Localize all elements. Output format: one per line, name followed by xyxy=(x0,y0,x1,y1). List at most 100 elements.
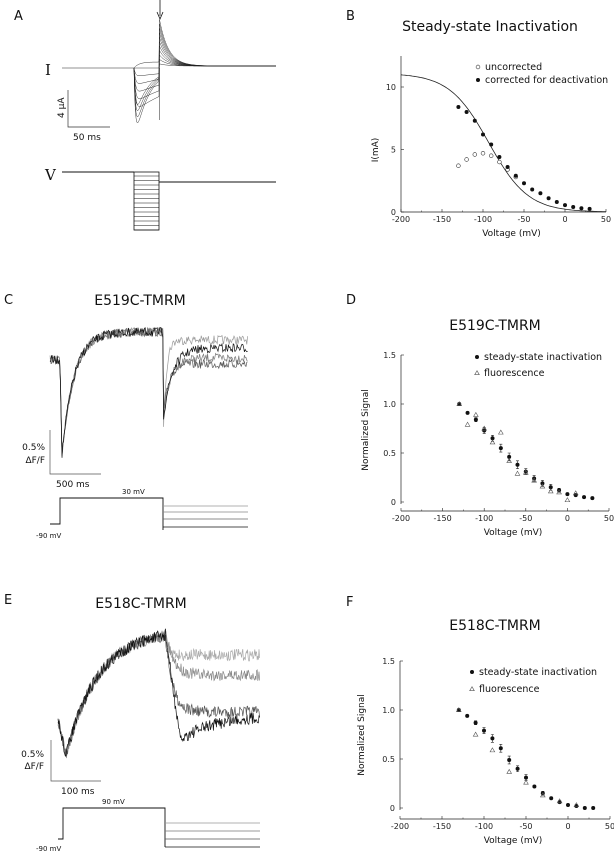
data-point xyxy=(564,497,571,503)
data-point xyxy=(482,728,486,733)
data-point xyxy=(490,436,495,441)
data-point xyxy=(556,798,563,804)
legend-label: corrected for deactivation xyxy=(485,75,608,86)
legend-marker xyxy=(475,355,479,359)
current-trace xyxy=(133,63,276,124)
data-point xyxy=(505,165,510,169)
data-point xyxy=(473,411,479,417)
data-point xyxy=(582,806,587,810)
data-point xyxy=(464,157,469,162)
x-tick-label: -150 xyxy=(433,215,451,224)
current-label: I xyxy=(45,61,51,79)
data-point xyxy=(539,792,546,798)
scale-bar xyxy=(67,90,110,128)
chart-title: E519C-TMRM xyxy=(449,318,541,334)
data-point xyxy=(556,489,562,495)
legend-marker xyxy=(470,670,474,674)
hold-voltage-label: -90 mV xyxy=(36,532,61,540)
data-point xyxy=(515,462,520,467)
x-tick-label: -200 xyxy=(391,822,409,831)
data-point xyxy=(465,713,470,718)
data-point xyxy=(456,163,461,168)
x-axis-label: Voltage (mV) xyxy=(484,836,543,846)
data-point xyxy=(540,481,545,486)
scale-x-label: 50 ms xyxy=(73,133,101,143)
panel-label-b: B xyxy=(346,9,355,24)
x-tick-label: -100 xyxy=(475,822,493,831)
legend-marker xyxy=(475,64,481,70)
panel-a: A I V 4 μA 50 ms xyxy=(14,0,276,231)
step-voltage-label: 90 mV xyxy=(102,798,125,806)
data-point xyxy=(489,747,496,753)
current-traces xyxy=(62,19,276,124)
data-point xyxy=(489,439,496,445)
current-trace xyxy=(134,23,276,69)
data-point xyxy=(455,707,462,712)
data-point xyxy=(464,110,469,114)
data-point xyxy=(522,469,529,475)
data-point xyxy=(563,203,567,208)
y-tick-label: 0 xyxy=(391,208,396,217)
data-point xyxy=(573,802,580,808)
arrow-head-icon xyxy=(156,11,164,21)
voltage-step xyxy=(50,497,164,530)
legend-label: fluorescence xyxy=(479,684,540,695)
holding-potential-line xyxy=(62,171,276,183)
data-point xyxy=(498,746,503,751)
voltage-step xyxy=(58,807,166,847)
data-point xyxy=(472,118,477,123)
fluorescence-trace xyxy=(49,326,248,455)
y-tick-label: 1.5 xyxy=(383,351,396,360)
data-point xyxy=(523,779,529,785)
panel-f: F E518C-TMRM -200 -150 -100 -50 0 50 0 0.5 1.0 1.… xyxy=(346,595,614,846)
panel-label-d: D xyxy=(346,293,356,308)
data-point xyxy=(489,153,494,158)
chart-title: Steady-state Inactivation xyxy=(402,19,578,35)
voltage-protocol xyxy=(58,807,260,848)
step-voltage-label: 30 mV xyxy=(122,488,145,496)
y-tick-label: 0 xyxy=(390,804,395,813)
voltage-protocol xyxy=(62,171,276,231)
current-trace xyxy=(133,46,276,107)
data-point xyxy=(473,720,478,725)
x-tick-label: -200 xyxy=(392,514,410,523)
x-axis-label: Voltage (mV) xyxy=(484,528,543,538)
scale-y-label-1: 0.5% xyxy=(22,443,45,453)
fluorescence-trace xyxy=(49,326,248,456)
data-point xyxy=(489,142,494,147)
current-trace xyxy=(133,41,276,100)
data-point xyxy=(506,768,513,774)
data-point xyxy=(582,495,587,500)
legend-label: fluorescence xyxy=(484,368,545,379)
current-trace xyxy=(133,28,276,76)
x-tick-label: -150 xyxy=(433,822,451,831)
data-point xyxy=(587,206,592,211)
data-point xyxy=(456,105,461,109)
panel-title: E519C-TMRM xyxy=(94,293,186,309)
fluorescence-traces xyxy=(49,326,248,458)
scale-y-label-2: ΔF/F xyxy=(24,762,44,772)
data-point xyxy=(566,803,570,808)
data-point xyxy=(571,205,576,209)
panel-label-f: F xyxy=(346,595,353,610)
y-tick-label: 1.0 xyxy=(382,706,395,715)
data-point xyxy=(549,796,554,801)
data-point xyxy=(507,757,512,762)
y-tick-label: 0 xyxy=(391,498,396,507)
panel-label-e: E xyxy=(4,593,12,608)
data-point xyxy=(472,152,477,157)
data-point xyxy=(480,151,486,156)
panel-label-c: C xyxy=(4,293,13,308)
data-point xyxy=(548,485,553,490)
data-point xyxy=(456,401,463,406)
y-axis-label: I(mA) xyxy=(371,138,381,163)
data-point xyxy=(565,492,570,497)
y-axis-label: Normalized Signal xyxy=(361,389,371,471)
x-tick-label: -50 xyxy=(517,215,530,224)
legend-marker xyxy=(474,370,480,375)
x-tick-label: -50 xyxy=(519,514,532,523)
data-point xyxy=(522,181,526,186)
x-tick-label: 50 xyxy=(601,215,611,224)
fit-curve xyxy=(400,74,606,212)
